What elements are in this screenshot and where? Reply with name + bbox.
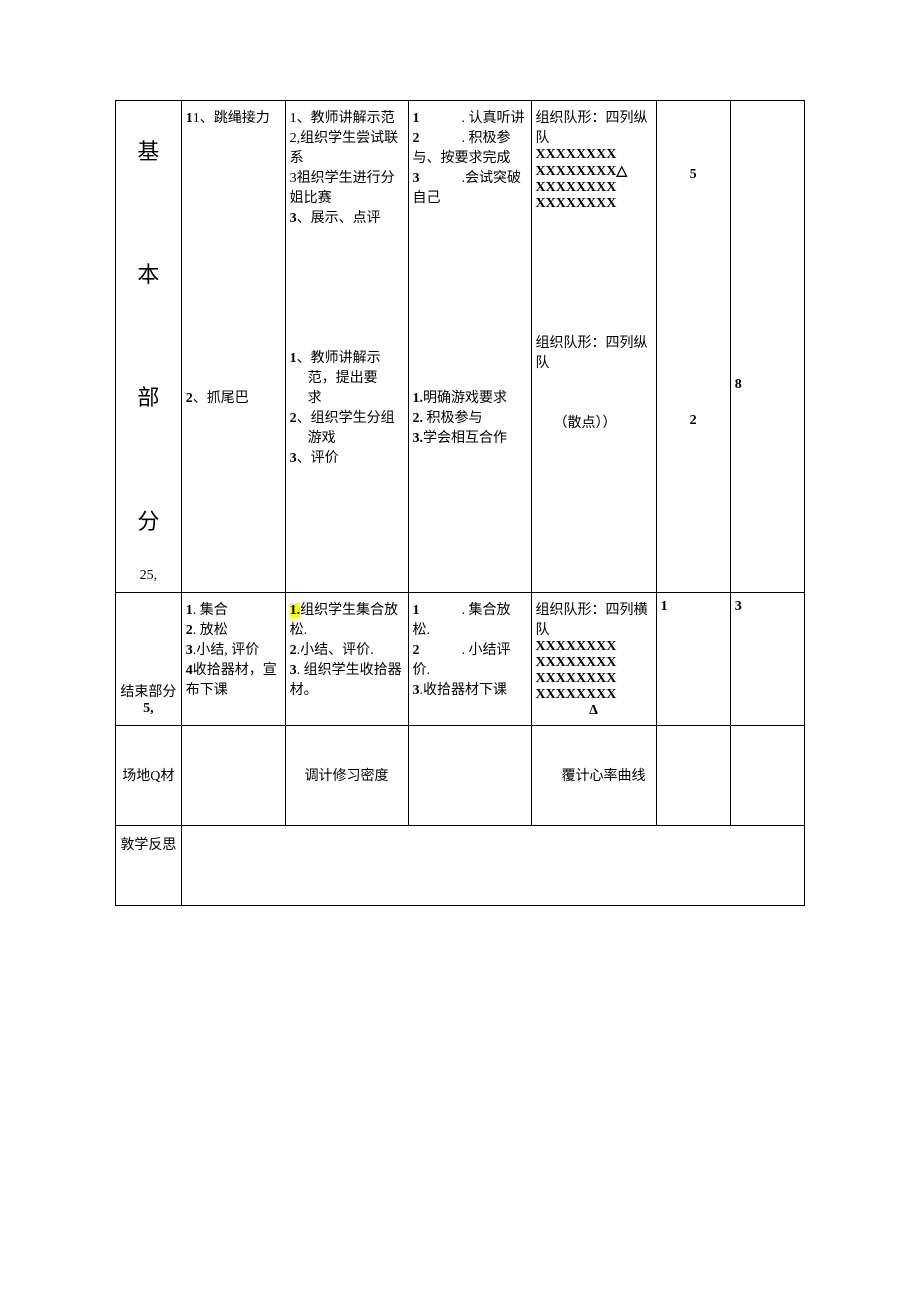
text-r1-c4-2-2: 2. 积极参与 (413, 407, 527, 427)
text-r1-c4-1-2: 2 . 积极参与、按要求完成 (413, 127, 527, 167)
row-reflection: 敦学反思 (116, 825, 805, 905)
text-r1-c6-1: 5 (661, 167, 726, 183)
text-r2-c4-2: 2 . 小结评价. (413, 639, 527, 679)
text-r1-c5-2-1: 组织队形：四列纵队 (536, 332, 652, 372)
content-r1-c2-2: 2、抓尾巴 (186, 387, 281, 407)
text-r1-c5-2-2: （散点）） (536, 412, 652, 432)
text-r2-c7: 3 (735, 599, 800, 615)
cell-r1-c7: 8 (730, 101, 804, 593)
cell-r3-c4 (408, 725, 531, 825)
hl-prefix: 1. (290, 603, 301, 618)
section-end-l2: 5, (120, 701, 177, 717)
cell-r3-c1: 场地Q材 (116, 725, 182, 825)
text-r1-c4-1-3: 3 .会试突破自己 (413, 167, 527, 207)
cell-r2-c7: 3 (730, 592, 804, 725)
text-r2-c5-x3: XXXXXXXX (536, 671, 652, 687)
text-r1-c5-1-x1: XXXXXXXX (536, 147, 652, 163)
text-r2-c5-tri: Δ (536, 703, 652, 719)
text-r2-c2-2: 2. 放松 (186, 619, 281, 639)
cell-r2-c6: 1 (656, 592, 730, 725)
row-venue: 场地Q材 调计修习密度 覆计心率曲线 (116, 725, 805, 825)
text-r1-c3-2-1: 1、教师讲解示范，提出要求 (290, 347, 404, 407)
cell-r1-c4: 1 . 认真听讲 2 . 积极参与、按要求完成 3 .会试突破自己 1.明确游戏… (408, 101, 531, 593)
text-r2-c4-1: 1 . 集合放松. (413, 599, 527, 639)
cell-r2-c2: 1. 集合 2. 放松 3.小结, 评价 4收拾器材，宣布下课 (181, 592, 285, 725)
section-duration-main: 25, (120, 566, 177, 586)
text-r2-c5-x4: XXXXXXXX (536, 687, 652, 703)
section-char-4: 分 (120, 491, 177, 553)
cell-r1-c5: 组织队形：四列纵队 XXXXXXXX XXXXXXXX△ XXXXXXXX XX… (531, 101, 656, 593)
section-label-end: 结束部分 5, (116, 592, 182, 725)
text-r2-c2-3: 3.小结, 评价 (186, 639, 281, 659)
text-r1-c3-2-2: 2、组织学生分组游戏 (290, 407, 404, 447)
cell-r3-c3: 调计修习密度 (285, 725, 408, 825)
text-r2-c5-x2: XXXXXXXX (536, 655, 652, 671)
text-r1-c4-2-1: 1.明确游戏要求 (413, 387, 527, 407)
text-r2-c3-2: 2.小结、评价. (290, 639, 404, 659)
content-r1-c2-1: 11、跳绳接力 (186, 107, 281, 127)
text-r1-c5-1-1: 组织队形：四列纵队 (536, 107, 652, 147)
cell-r1-c2: 11、跳绳接力 2、抓尾巴 (181, 101, 285, 593)
text-r2-c2-4: 4收拾器材，宣布下课 (186, 659, 281, 699)
cell-r3-c5: 覆计心率曲线 (531, 725, 656, 825)
section-char-3: 部 (120, 367, 177, 429)
cell-r3-c6 (656, 725, 730, 825)
cell-r2-c5: 组织队形：四列横队 XXXXXXXX XXXXXXXX XXXXXXXX XXX… (531, 592, 656, 725)
text-r1-c5-1-x2: XXXXXXXX△ (536, 163, 652, 180)
section-end-l1: 结束部分 (120, 681, 177, 701)
cell-r1-c3: 1、教师讲解示范 2,组织学生尝试联系 3祖织学生进行分姐比赛 3、展示、点评 … (285, 101, 408, 593)
text-r1-c5-1-x4: XXXXXXXX (536, 196, 652, 212)
text-r1-c2-1: 1、跳绳接力 (193, 111, 270, 126)
text-r2-c3-1-rest: 组织学生集合放松. (290, 603, 399, 638)
text-r2-c6: 1 (661, 599, 726, 615)
text-r1-c3-1-1: 1、教师讲解示范 (290, 107, 404, 127)
text-r1-c6-2: 2 (661, 413, 726, 429)
text-r1-c3-2-3: 3、评价 (290, 447, 404, 467)
section-label-main: 基 本 部 分 25, (116, 101, 182, 593)
cell-r4-rest (181, 825, 804, 905)
text-r1-c4-1-1: 1 . 认真听讲 (413, 107, 527, 127)
section-char-1: 基 (120, 121, 177, 183)
section-char-2: 本 (120, 244, 177, 306)
row-end-section: 结束部分 5, 1. 集合 2. 放松 3.小结, 评价 4收拾器材，宣布下课 … (116, 592, 805, 725)
cell-r2-c4: 1 . 集合放松. 2 . 小结评价. 3.收拾器材下课 (408, 592, 531, 725)
text-r1-c3-1-4: 3、展示、点评 (290, 207, 404, 227)
text-r2-c4-3: 3.收拾器材下课 (413, 679, 527, 699)
text-r1-c3-1-2: 2,组织学生尝试联系 (290, 127, 404, 167)
cell-r3-c2 (181, 725, 285, 825)
cell-r3-c7 (730, 725, 804, 825)
text-r1-c3-1-3: 3祖织学生进行分姐比赛 (290, 167, 404, 207)
text-r2-c3-3: 3. 组织学生收拾器材。 (290, 659, 404, 699)
cell-r4-c1: 敦学反思 (116, 825, 182, 905)
text-r1-c5-1-x3: XXXXXXXX (536, 180, 652, 196)
text-r2-c3-1: 1.组织学生集合放松. (290, 599, 404, 639)
lesson-plan-table: 基 本 部 分 25, 11、跳绳接力 2、抓尾巴 1、教师讲解示范 2,组织学… (115, 100, 805, 906)
cell-r1-c6: 5 2 (656, 101, 730, 593)
text-r1-c4-2-3: 3.学会相互合作 (413, 427, 527, 447)
text-r2-c2-1: 1. 集合 (186, 599, 281, 619)
text-r1-c7: 8 (735, 377, 800, 393)
text-r2-c5-1: 组织队形：四列横队 (536, 599, 652, 639)
cell-r2-c3: 1.组织学生集合放松. 2.小结、评价. 3. 组织学生收拾器材。 (285, 592, 408, 725)
text-r2-c5-x1: XXXXXXXX (536, 639, 652, 655)
row-main-section: 基 本 部 分 25, 11、跳绳接力 2、抓尾巴 1、教师讲解示范 2,组织学… (116, 101, 805, 593)
